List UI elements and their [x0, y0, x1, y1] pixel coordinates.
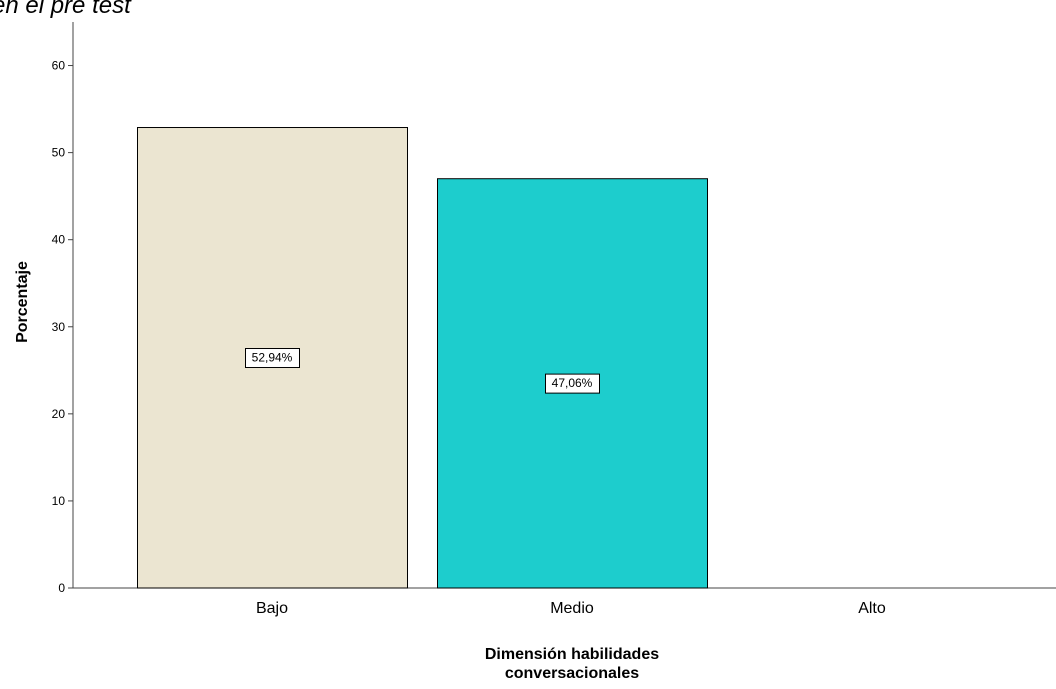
x-tick-label-alto: Alto — [858, 600, 886, 617]
bars — [137, 127, 708, 589]
x-axis-label-line-1: Dimensión habilidades — [485, 646, 659, 663]
y-axis-label: Porcentaje — [14, 261, 31, 343]
x-tick-label-medio: Medio — [550, 600, 594, 617]
y-tick-label-0: 0 — [58, 581, 65, 595]
y-tick-label-30: 30 — [52, 320, 66, 334]
y-tick-label-60: 60 — [52, 59, 66, 73]
x-axis-label-line-2: conversacionales — [505, 665, 639, 682]
data-label-medio: 47,06% — [552, 376, 593, 390]
y-tick-label-10: 10 — [52, 494, 66, 508]
chart-title: en el pre test — [0, 0, 131, 19]
x-tick-labels: Bajo Medio Alto — [256, 600, 886, 617]
data-labels: 52,94% 47,06% — [245, 348, 600, 394]
y-tick-label-50: 50 — [52, 146, 66, 160]
data-label-box-bajo — [245, 348, 300, 369]
bar-bajo — [137, 127, 408, 589]
y-tick-label-20: 20 — [52, 407, 66, 421]
data-label-box-medio — [545, 373, 600, 394]
x-tick-label-bajo: Bajo — [256, 600, 288, 617]
y-ticks: 0 10 20 30 40 50 60 — [52, 59, 73, 595]
y-tick-label-40: 40 — [52, 233, 66, 247]
data-label-bajo: 52,94% — [252, 351, 293, 365]
